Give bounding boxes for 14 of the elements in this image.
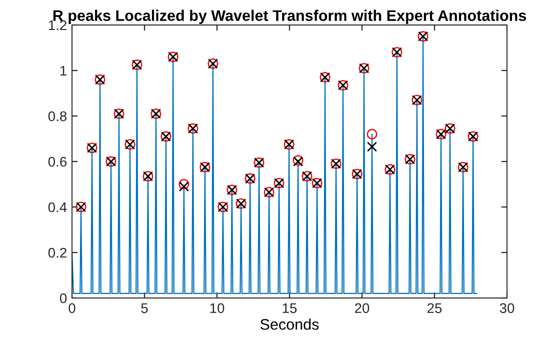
x-tick-label: 30 xyxy=(500,303,514,314)
x-tick-label: 0 xyxy=(68,303,76,314)
y-tick-label: 0.2 xyxy=(48,248,66,258)
y-tick-label: 0.8 xyxy=(48,111,67,122)
x-axis-title: Seconds xyxy=(260,318,319,330)
y-tick-label: 0.6 xyxy=(48,156,67,167)
x-tick-label: 15 xyxy=(282,303,297,314)
x-tick-label: 10 xyxy=(210,303,224,314)
y-tick-label: 0.4 xyxy=(48,202,67,212)
x-tick-label: 5 xyxy=(141,303,148,314)
x-tick-label: 20 xyxy=(354,303,370,314)
y-tick-label: 0 xyxy=(60,293,67,304)
y-tick-label: 1 xyxy=(60,66,66,76)
x-tick-label: 25 xyxy=(427,303,442,314)
